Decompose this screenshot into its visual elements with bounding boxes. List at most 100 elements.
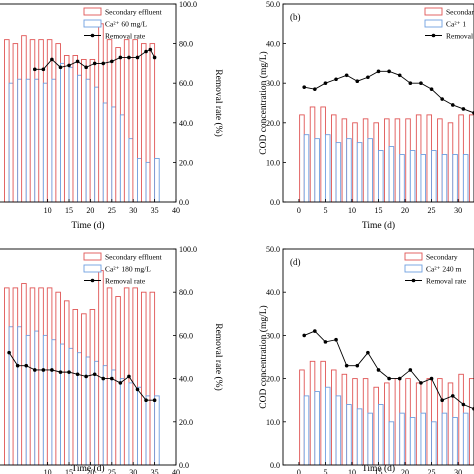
removal-rate-point-11 xyxy=(419,81,423,85)
bar-secondary-4 xyxy=(38,39,44,203)
bar-secondary-15 xyxy=(132,287,138,466)
bar-secondary-9 xyxy=(81,58,87,203)
removal-rate-point-3 xyxy=(32,368,37,372)
y-tick-label: 50.0 xyxy=(266,0,280,9)
chart-panel-2: 0 5 10 15 20 25 30 Time (d) 0.0 10.0 20.0 30.0 40.0 5… xyxy=(258,0,474,231)
bar-ca-0 xyxy=(303,395,310,466)
bar-secondary-11 xyxy=(415,382,422,466)
removal-rate-point-14 xyxy=(127,374,131,379)
y-tick-label: 30.0 xyxy=(266,79,280,88)
bar-secondary-8 xyxy=(384,382,390,466)
legend-label-removal: Removal rate xyxy=(446,32,474,41)
bar-ca-5 xyxy=(356,142,363,203)
x-tick-label: 15 xyxy=(65,206,73,215)
bar-ca-13 xyxy=(441,154,448,203)
y2-tick-label: 80.0 xyxy=(179,40,193,49)
y-tick-label: 10.0 xyxy=(266,418,280,427)
bar-ca-6 xyxy=(367,138,373,203)
removal-rate-point-6 xyxy=(366,75,370,80)
panel-label: (d) xyxy=(290,257,301,267)
removal-rate-point-15 xyxy=(461,107,466,111)
x-tick-label: 30 xyxy=(129,206,137,215)
bar-ca-7 xyxy=(378,404,384,466)
bar-secondary-9 xyxy=(394,378,401,466)
y2-tick-label: 20.0 xyxy=(179,158,193,167)
bar-secondary-8 xyxy=(384,118,390,203)
bar-secondary-17 xyxy=(149,291,156,466)
bar-secondary-2 xyxy=(21,283,27,466)
removal-rate-point-12 xyxy=(429,376,434,381)
legend-swatch-ca xyxy=(404,264,423,273)
bar-ca-17 xyxy=(154,157,160,203)
bar-ca-10 xyxy=(409,417,416,466)
plot-frame xyxy=(0,248,177,466)
bar-ca-11 xyxy=(420,154,426,203)
bar-ca-4 xyxy=(346,404,352,466)
bar-secondary-16 xyxy=(140,291,147,466)
removal-rate-point-8 xyxy=(75,372,80,377)
y2-axis-title: Removal rate (%) xyxy=(213,323,224,391)
chart-panel-3: 10 15 20 25 30 35 40 Time (d) 0.0 20.0 40.0 60.0 80.… xyxy=(0,245,224,474)
removal-rate-point-11 xyxy=(127,55,131,60)
x-tick-label: 30 xyxy=(454,468,462,474)
legend-label-secondary: Secondary effluent xyxy=(105,8,163,17)
y-tick-label: 20.0 xyxy=(266,119,280,128)
x-tick-label: 35 xyxy=(151,468,159,474)
bar-secondary-5 xyxy=(352,378,358,466)
y2-tick-label: 80.0 xyxy=(179,288,193,297)
bar-secondary-1 xyxy=(12,43,19,203)
chart-panel-1: 10 15 20 25 30 35 40 Time (d) 0.0 20.0 40.0 60.0 80.… xyxy=(0,0,224,231)
y2-tick-label: 0.0 xyxy=(179,198,189,207)
removal-rate-point-1 xyxy=(313,87,317,91)
bar-secondary-15 xyxy=(458,114,464,203)
bar-secondary-7 xyxy=(63,300,70,466)
removal-rate-point-5 xyxy=(355,363,360,368)
x-tick-label: 25 xyxy=(108,206,116,215)
bar-secondary-11 xyxy=(98,270,104,466)
bar-ca-17 xyxy=(154,395,160,466)
y-tick-label: 30.0 xyxy=(266,331,280,340)
removal-rate-point-9 xyxy=(397,73,402,78)
removal-rate-point-0 xyxy=(7,350,11,355)
x-tick-label: 10 xyxy=(44,468,52,474)
bar-secondary-0 xyxy=(4,39,10,203)
legend: Secondary Ca²⁺ 240 m Removal rate xyxy=(404,253,467,286)
bar-ca-8 xyxy=(388,146,395,203)
bar-secondary-3 xyxy=(331,114,337,203)
removal-rate-point-7 xyxy=(376,69,381,74)
y2-tick-label: 40.0 xyxy=(179,375,193,384)
removal-rate-point-6 xyxy=(84,65,88,70)
removal-rate-line xyxy=(304,70,474,114)
removal-rate-point-14 xyxy=(450,103,455,107)
legend-swatch-secondary xyxy=(83,252,102,261)
bar-secondary-4 xyxy=(341,373,348,466)
legend-label-removal: Removal rate xyxy=(426,277,467,286)
bar-secondary-10 xyxy=(89,58,96,203)
x-tick-label: 0 xyxy=(297,206,301,215)
x-tick-label: 10 xyxy=(44,206,52,215)
bar-secondary-1 xyxy=(12,287,19,466)
y-tick-label: 40.0 xyxy=(266,288,280,297)
removal-rate-point-6 xyxy=(58,370,63,374)
legend-label-ca: Ca²⁺ 1 xyxy=(446,20,466,29)
bar-secondary-10 xyxy=(405,378,411,466)
removal-rate-point-10 xyxy=(118,55,123,60)
bar-ca-8 xyxy=(388,421,395,466)
removal-rate-point-12 xyxy=(110,376,114,381)
removal-rate-point-13 xyxy=(440,97,444,101)
removal-rate-point-11 xyxy=(101,376,106,381)
removal-rate-point-8 xyxy=(101,61,106,66)
bar-secondary-12 xyxy=(106,39,113,203)
removal-rate-point-3 xyxy=(334,77,338,82)
removal-rate-point-13 xyxy=(144,49,148,54)
bar-ca-3 xyxy=(335,395,342,466)
x-tick-label: 5 xyxy=(323,206,327,215)
y-tick-label: 0.0 xyxy=(270,198,280,207)
bar-secondary-2 xyxy=(320,106,326,203)
bar-secondary-2 xyxy=(21,35,27,203)
x-tick-label: 10 xyxy=(348,206,356,215)
x-tick-label: 5 xyxy=(323,468,327,474)
legend-label-ca: Ca²⁺ 240 m xyxy=(426,265,462,274)
bar-secondary-7 xyxy=(63,55,70,203)
legend-label-secondary: Secondary effluent xyxy=(105,253,163,262)
